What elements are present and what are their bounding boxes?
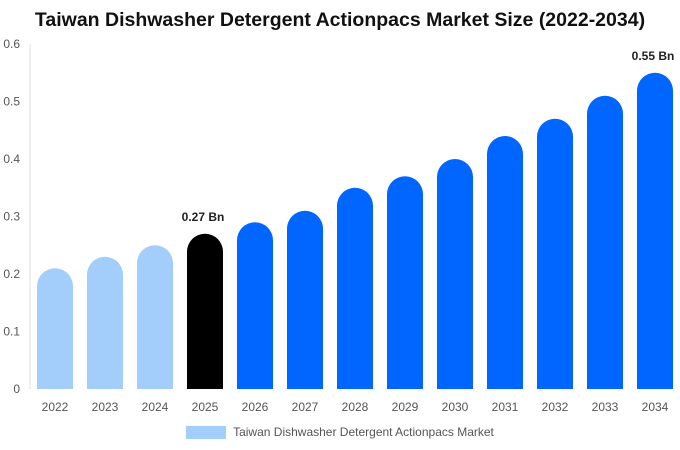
bar-2032 [537, 118, 573, 389]
legend-label: Taiwan Dishwasher Detergent Actionpacs M… [233, 425, 494, 439]
bar-2023 [87, 256, 123, 389]
data-label: 0.27 Bn [182, 210, 225, 224]
x-tick-label: 2029 [392, 400, 419, 414]
y-tick-label: 0.4 [3, 152, 20, 166]
y-tick-label: 0 [13, 382, 20, 396]
y-tick-label: 0.3 [3, 210, 20, 224]
legend[interactable]: Taiwan Dishwasher Detergent Actionpacs M… [0, 425, 680, 439]
bar-2025 [187, 233, 223, 389]
x-tick-label: 2024 [142, 400, 169, 414]
bar-2027 [287, 210, 323, 389]
bar-2028 [337, 187, 373, 389]
y-tick-label: 0.5 [3, 95, 20, 109]
legend-swatch [186, 425, 227, 439]
x-tick-label: 2031 [492, 400, 519, 414]
bar-2024 [137, 245, 173, 389]
y-tick-label: 0.2 [3, 267, 20, 281]
x-tick-label: 2027 [292, 400, 319, 414]
bar-2029 [387, 176, 423, 389]
x-tick-label: 2025 [192, 400, 219, 414]
x-tick-label: 2034 [642, 400, 669, 414]
x-tick-label: 2030 [442, 400, 469, 414]
bar-2031 [487, 136, 523, 389]
bar-2026 [237, 222, 273, 389]
x-tick-label: 2033 [592, 400, 619, 414]
data-label: 0.55 Bn [632, 49, 675, 63]
bar-2033 [587, 95, 623, 389]
x-tick-label: 2028 [342, 400, 369, 414]
x-tick-label: 2032 [542, 400, 569, 414]
bar-2034 [637, 72, 673, 389]
bar-2030 [437, 159, 473, 389]
y-tick-label: 0.6 [3, 37, 20, 51]
chart-title: Taiwan Dishwasher Detergent Actionpacs M… [34, 9, 646, 31]
x-tick-label: 2026 [242, 400, 269, 414]
y-tick-label: 0.1 [3, 325, 20, 339]
x-tick-label: 2023 [92, 400, 119, 414]
bar-2022 [37, 268, 73, 389]
x-tick-label: 2022 [42, 400, 69, 414]
